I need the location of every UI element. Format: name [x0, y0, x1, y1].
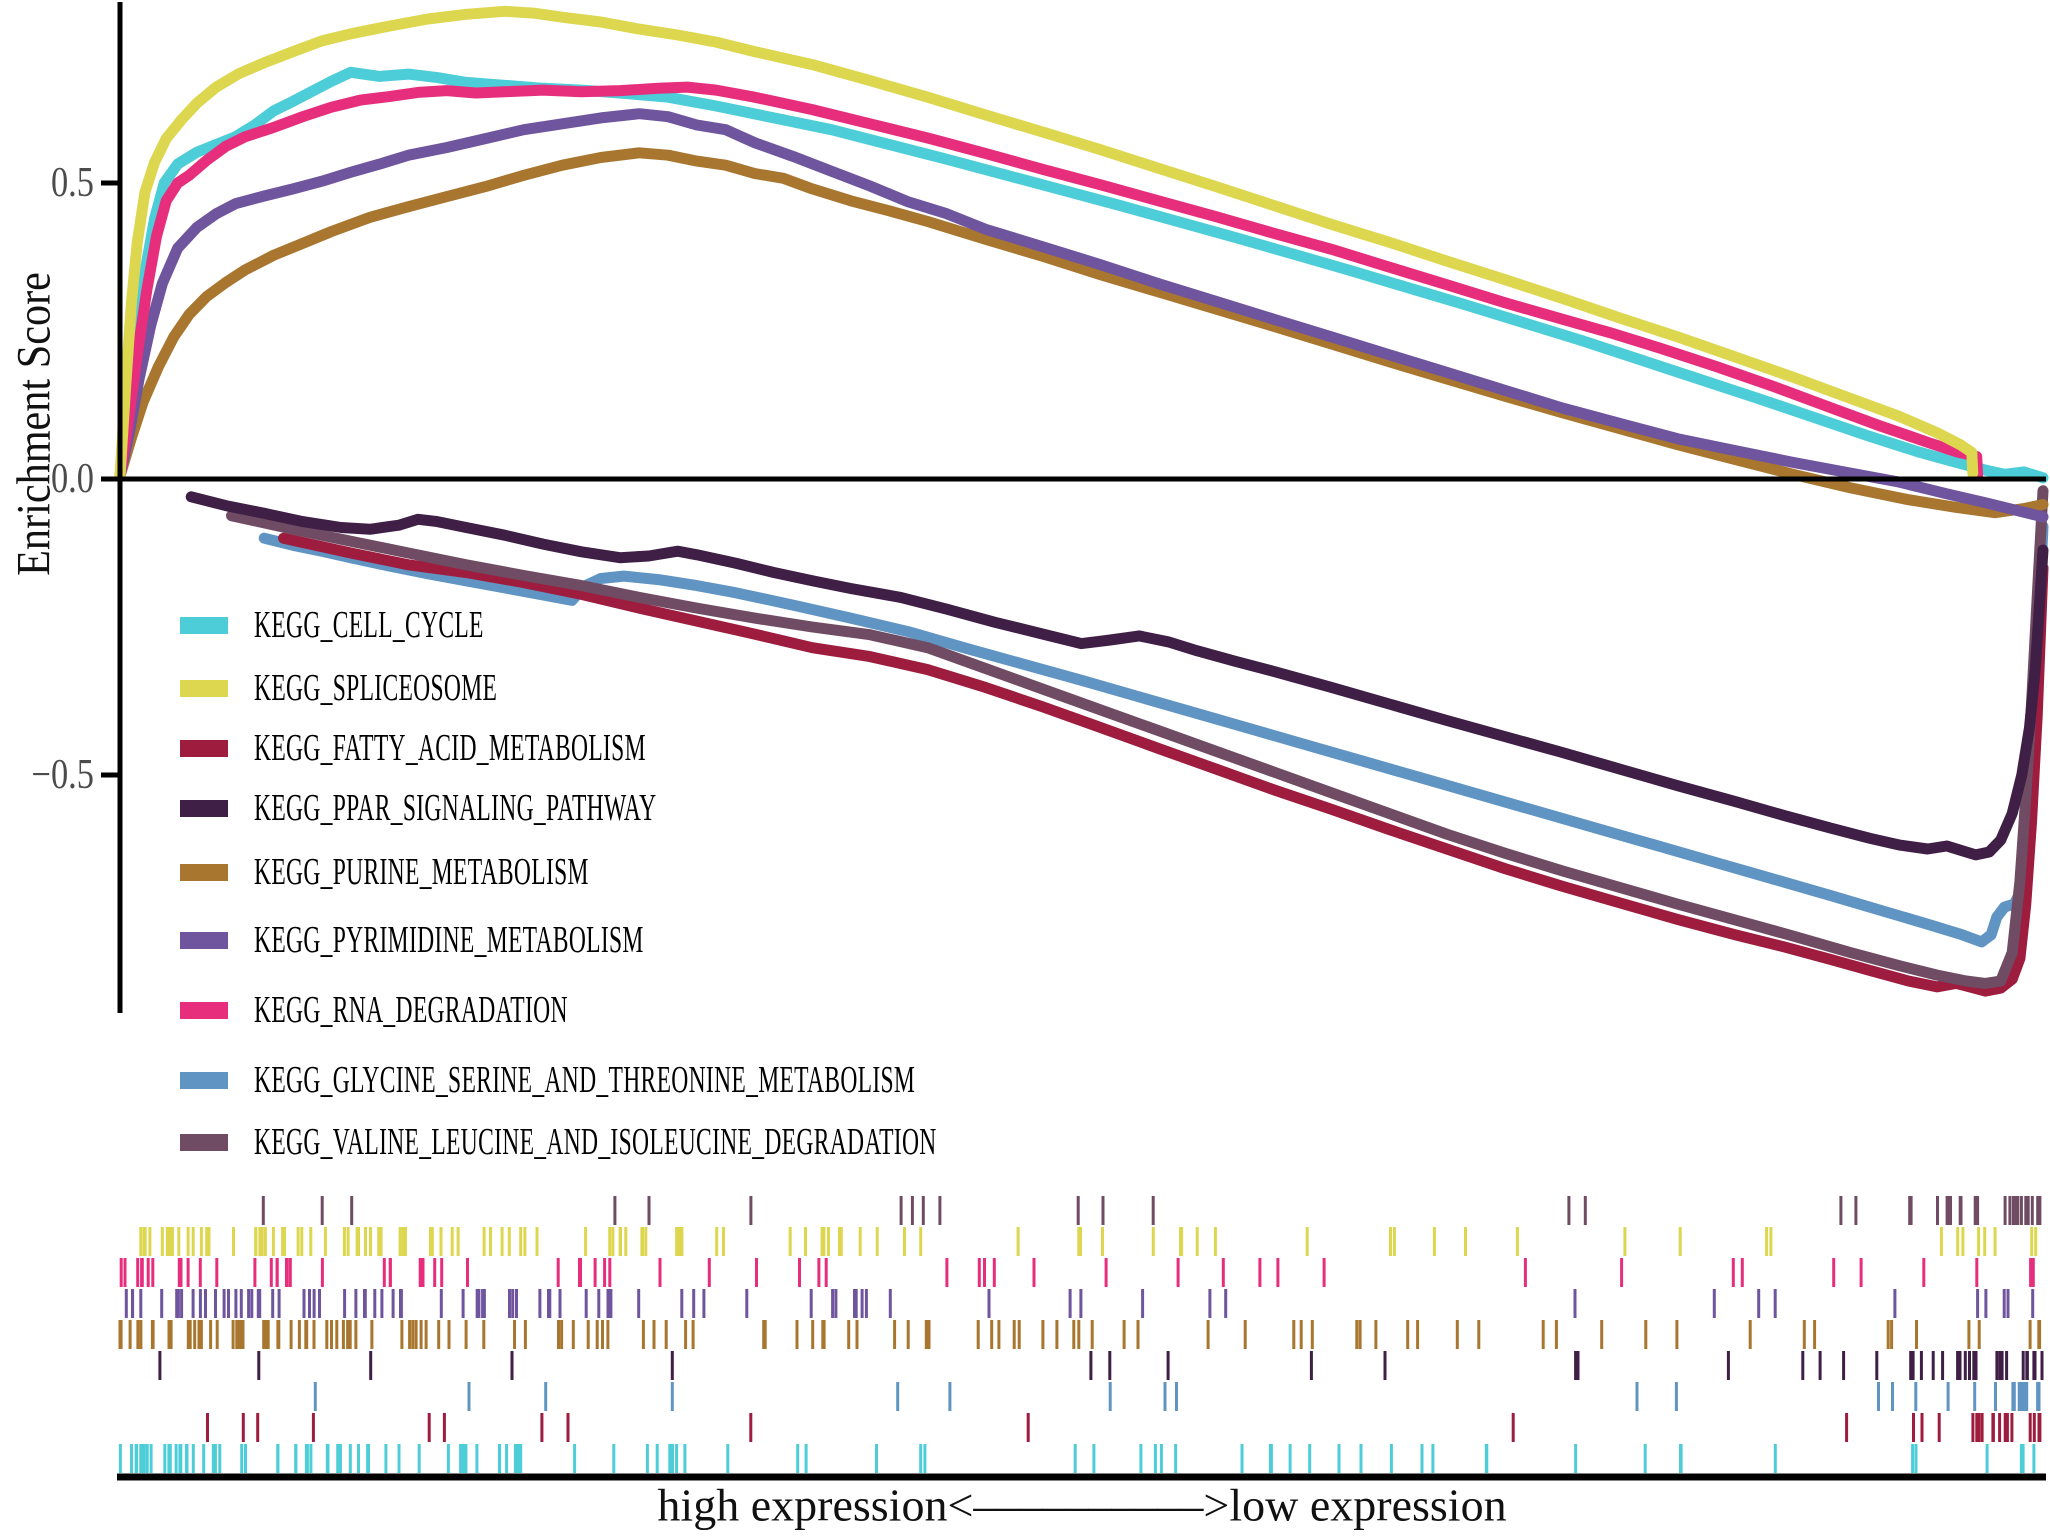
curve-kegg_purine_metabolism	[114, 147, 2049, 519]
curve-kegg_spliceosome	[114, 5, 1979, 482]
legend-swatch-icon	[180, 1133, 228, 1151]
legend-label: KEGG_SPLICEOSOME	[254, 667, 498, 709]
legend-swatch-icon	[180, 799, 228, 817]
y-axis-title: Enrichment Score	[7, 272, 61, 576]
axes	[101, 2, 2046, 1481]
legend-label: KEGG_GLYCINE_SERINE_AND_THREONINE_METABO…	[254, 1059, 916, 1101]
legend-swatch-icon	[180, 679, 228, 697]
legend-item-kegg_fatty_acid_metabolism: KEGG_FATTY_ACID_METABOLISM	[180, 727, 886, 769]
legend-item-kegg_spliceosome: KEGG_SPLICEOSOME	[180, 667, 646, 709]
legend-item-kegg_ppar_signaling_pathway: KEGG_PPAR_SIGNALING_PATHWAY	[180, 787, 903, 829]
curve-kegg_rna_degradation	[114, 81, 1984, 482]
legend-swatch-icon	[180, 616, 228, 634]
legend-item-kegg_rna_degradation: KEGG_RNA_DEGRADATION	[180, 989, 760, 1031]
y-tick-label: 0.5	[50, 160, 94, 206]
legend-swatch-icon	[180, 863, 228, 881]
y-tick-label: 0.0	[50, 456, 94, 502]
curve-kegg_cell_cycle	[114, 66, 2049, 484]
legend-swatch-icon	[180, 1001, 228, 1019]
curve-kegg_ppar_signaling_pathway	[185, 491, 2049, 861]
legend-swatch-icon	[180, 1071, 228, 1089]
curve-kegg_glycine_serine_and_threonine_metabolism	[258, 520, 2049, 948]
legend-label: KEGG_VALINE_LEUCINE_AND_ISOLEUCINE_DEGRA…	[254, 1121, 937, 1163]
legend-label: KEGG_FATTY_ACID_METABOLISM	[254, 727, 646, 769]
legend-item-kegg_glycine_serine_and_threonine_metabolism: KEGG_GLYCINE_SERINE_AND_THREONINE_METABO…	[180, 1059, 1320, 1101]
curve-kegg_valine_leucine_and_isoleucine_degradation	[226, 485, 2049, 989]
x-axis-title: high expression<––––––––––>low expressio…	[657, 1479, 1507, 1531]
enrichment-curves	[114, 5, 2049, 997]
legend-label: KEGG_PURINE_METABOLISM	[254, 851, 589, 893]
curve-kegg_pyrimidine_metabolism	[114, 108, 2049, 523]
y-tick-label: −0.5	[31, 752, 94, 798]
legend-item-kegg_pyrimidine_metabolism: KEGG_PYRIMIDINE_METABOLISM	[180, 919, 883, 961]
legend-label: KEGG_RNA_DEGRADATION	[254, 989, 568, 1031]
curve-kegg_fatty_acid_metabolism	[278, 532, 2049, 997]
legend-item-kegg_valine_leucine_and_isoleucine_degradation: KEGG_VALINE_LEUCINE_AND_ISOLEUCINE_DEGRA…	[180, 1121, 1355, 1163]
legend-swatch-icon	[180, 931, 228, 949]
legend-swatch-icon	[180, 739, 228, 757]
legend-label: KEGG_PPAR_SIGNALING_PATHWAY	[254, 787, 657, 829]
legend-item-kegg_purine_metabolism: KEGG_PURINE_METABOLISM	[180, 851, 794, 893]
gene-rug	[118, 1196, 2044, 1473]
legend-label: KEGG_PYRIMIDINE_METABOLISM	[254, 919, 644, 961]
legend-item-kegg_cell_cycle: KEGG_CELL_CYCLE	[180, 604, 625, 646]
legend-label: KEGG_CELL_CYCLE	[254, 604, 484, 646]
